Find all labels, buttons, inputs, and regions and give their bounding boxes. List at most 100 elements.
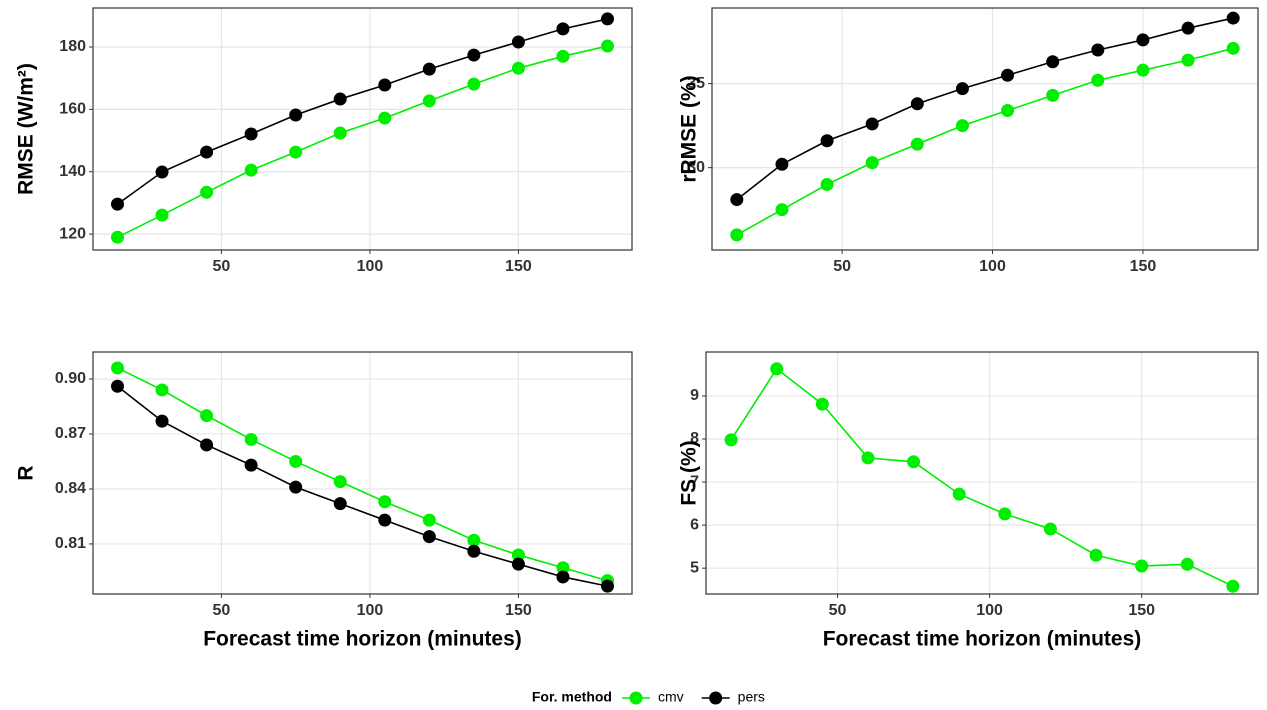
y-tick-label: 5 xyxy=(690,559,699,576)
y-tick-label: 160 xyxy=(59,101,86,118)
x-tick-label: 50 xyxy=(213,258,231,275)
series-line xyxy=(730,367,1234,587)
y-tick-label: 35 xyxy=(687,75,705,92)
point xyxy=(511,548,525,562)
x-tick-label: 50 xyxy=(213,602,231,619)
series-line xyxy=(117,45,608,238)
point xyxy=(111,379,124,393)
x-tick-label: 150 xyxy=(505,602,532,619)
y-tick-label: 0.84 xyxy=(55,480,86,497)
y-tick-label: 140 xyxy=(59,163,86,180)
point xyxy=(467,77,481,91)
point xyxy=(1136,33,1150,47)
point xyxy=(422,530,436,544)
series-line xyxy=(117,367,608,582)
point xyxy=(155,208,169,222)
panel-border xyxy=(92,351,633,595)
panel xyxy=(712,8,1258,250)
x-tick-label: 150 xyxy=(1128,602,1155,619)
point xyxy=(1091,73,1105,87)
y-tick-label: 120 xyxy=(59,225,86,242)
panel xyxy=(93,8,632,250)
point xyxy=(511,557,525,571)
point xyxy=(1135,559,1149,573)
point xyxy=(1226,579,1240,593)
point xyxy=(556,561,570,575)
point xyxy=(155,165,169,179)
point xyxy=(111,230,124,244)
series-line xyxy=(117,18,608,205)
point xyxy=(955,82,969,96)
point xyxy=(907,455,921,469)
y-axis-title: rRMSE (%) xyxy=(678,75,701,182)
point xyxy=(556,22,570,36)
point xyxy=(200,145,214,159)
x-axis-title: Forecast time horizon (minutes) xyxy=(823,628,1142,651)
series-line xyxy=(117,385,608,587)
point xyxy=(200,438,214,452)
series-line xyxy=(736,47,1234,236)
point xyxy=(820,177,834,191)
legend-label: cmv xyxy=(658,689,684,705)
point xyxy=(601,12,614,26)
point xyxy=(952,487,966,501)
point xyxy=(861,451,875,465)
point xyxy=(1043,522,1057,536)
legend-title: For. method xyxy=(532,689,612,705)
point xyxy=(467,533,481,547)
point xyxy=(910,137,924,151)
point xyxy=(200,409,214,423)
point xyxy=(1046,88,1060,102)
panel-border xyxy=(705,351,1259,595)
x-tick-label: 50 xyxy=(829,602,847,619)
point xyxy=(775,157,789,171)
point xyxy=(333,497,347,511)
point xyxy=(244,458,258,472)
point xyxy=(724,433,738,447)
point xyxy=(865,156,879,170)
x-tick-label: 50 xyxy=(833,258,851,275)
point xyxy=(1136,63,1150,77)
point xyxy=(111,197,124,211)
panel xyxy=(706,352,1258,594)
point xyxy=(244,127,258,141)
y-axis-title: RMSE (W/m²) xyxy=(15,63,38,195)
y-tick-label: 6 xyxy=(690,516,699,533)
y-axis-title: R xyxy=(15,465,38,480)
y-tick-label: 7 xyxy=(690,473,699,490)
point xyxy=(378,78,392,92)
point xyxy=(289,145,303,159)
y-tick-label: 0.90 xyxy=(55,370,86,387)
x-tick-label: 150 xyxy=(1130,258,1157,275)
point xyxy=(865,117,879,131)
point xyxy=(1226,41,1240,55)
point xyxy=(378,513,392,527)
point xyxy=(910,97,924,111)
point xyxy=(422,513,436,527)
point xyxy=(244,432,258,446)
point xyxy=(244,163,258,177)
series-line xyxy=(736,17,1234,201)
point xyxy=(111,361,124,375)
point xyxy=(155,383,169,397)
point xyxy=(955,119,969,133)
point xyxy=(333,92,347,106)
point xyxy=(775,203,789,217)
point xyxy=(1180,557,1194,571)
y-tick-label: 0.81 xyxy=(55,535,86,552)
point xyxy=(1181,53,1195,67)
point xyxy=(200,185,214,199)
panel xyxy=(93,352,632,594)
point xyxy=(1001,104,1015,118)
point xyxy=(289,454,303,468)
point xyxy=(601,579,614,593)
panel-border xyxy=(92,7,633,251)
point xyxy=(815,397,829,411)
point xyxy=(1226,11,1240,25)
legend-point xyxy=(629,691,643,705)
x-tick-label: 100 xyxy=(976,602,1003,619)
point xyxy=(1001,68,1015,82)
x-tick-label: 150 xyxy=(505,258,532,275)
point xyxy=(511,35,525,49)
